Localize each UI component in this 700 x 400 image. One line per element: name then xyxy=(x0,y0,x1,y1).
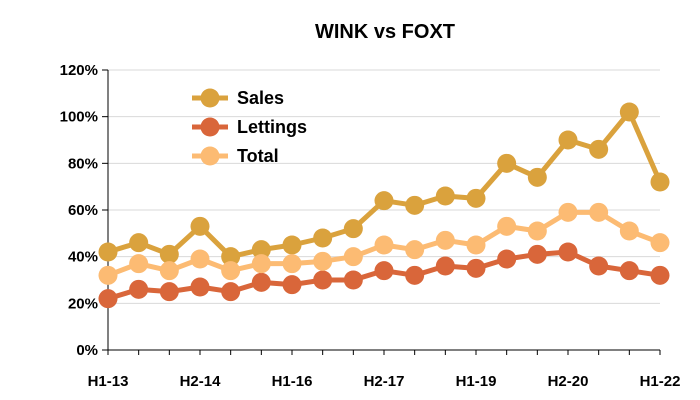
legend-label: Total xyxy=(237,146,279,166)
x-tick-label: H1-16 xyxy=(272,373,313,390)
data-point xyxy=(558,130,578,150)
data-point xyxy=(313,270,333,290)
data-point xyxy=(589,256,609,276)
data-point xyxy=(190,216,210,236)
legend-item-total: Total xyxy=(192,146,279,166)
data-point xyxy=(497,249,517,269)
legend-item-sales: Sales xyxy=(192,88,284,108)
data-point xyxy=(251,240,271,260)
data-point xyxy=(221,247,241,267)
x-tick-label: H1-13 xyxy=(88,373,129,390)
data-point xyxy=(313,228,333,248)
y-tick-label: 60% xyxy=(68,202,98,219)
data-point xyxy=(650,172,670,192)
data-point xyxy=(282,275,302,295)
data-point xyxy=(650,233,670,253)
legend-marker xyxy=(200,146,220,166)
data-point xyxy=(558,202,578,222)
data-point xyxy=(650,265,670,285)
data-point xyxy=(98,242,118,262)
legend-item-lettings: Lettings xyxy=(192,117,307,137)
data-point xyxy=(190,277,210,297)
data-point xyxy=(221,261,241,281)
data-point xyxy=(466,235,486,255)
x-tick-label: H2-17 xyxy=(364,373,405,390)
data-point xyxy=(527,244,547,264)
x-tick-label: H1-22 xyxy=(640,373,681,390)
data-point xyxy=(282,254,302,274)
data-point xyxy=(374,235,394,255)
data-point xyxy=(497,153,517,173)
x-tick-label: H1-19 xyxy=(456,373,497,390)
data-point xyxy=(190,249,210,269)
series-sales xyxy=(98,102,670,267)
data-point xyxy=(558,242,578,262)
data-point xyxy=(466,188,486,208)
data-point xyxy=(619,261,639,281)
data-point xyxy=(405,265,425,285)
data-point xyxy=(221,282,241,302)
data-point xyxy=(497,216,517,236)
data-point xyxy=(251,272,271,292)
legend-marker xyxy=(200,117,220,137)
data-point xyxy=(129,233,149,253)
y-tick-label: 20% xyxy=(68,295,98,312)
y-tick-label: 120% xyxy=(60,62,98,79)
data-point xyxy=(98,265,118,285)
legend-marker xyxy=(200,88,220,108)
data-point xyxy=(527,221,547,241)
data-point xyxy=(251,254,271,274)
legend-label: Sales xyxy=(237,88,284,108)
series-line xyxy=(107,109,663,260)
data-point xyxy=(343,219,363,239)
data-point xyxy=(343,270,363,290)
legend-label: Lettings xyxy=(237,117,307,137)
data-point xyxy=(466,258,486,278)
data-point xyxy=(343,247,363,267)
x-tick-label: H2-20 xyxy=(548,373,589,390)
series-lettings xyxy=(98,242,670,309)
y-tick-label: 40% xyxy=(68,249,98,266)
y-tick-label: 0% xyxy=(76,342,98,359)
data-point xyxy=(589,139,609,159)
x-tick-label: H2-14 xyxy=(180,373,222,390)
data-point xyxy=(435,186,455,206)
data-point xyxy=(313,251,333,271)
data-point xyxy=(282,235,302,255)
data-point xyxy=(98,289,118,309)
data-point xyxy=(159,244,179,264)
data-point xyxy=(405,195,425,215)
data-point xyxy=(129,254,149,274)
data-point xyxy=(374,261,394,281)
data-point xyxy=(527,167,547,187)
chart-title: WINK vs FOXT xyxy=(315,21,455,43)
data-point xyxy=(435,230,455,250)
y-tick-label: 100% xyxy=(60,109,98,126)
data-point xyxy=(619,102,639,122)
axes: 0% 20% 40% 60% 80% 100% 120% H1-13 H2-14 H1-16 H2-… xyxy=(60,62,681,390)
data-point xyxy=(374,191,394,211)
legend: Sales Lettings Total xyxy=(192,88,307,166)
data-point xyxy=(589,202,609,222)
series-total xyxy=(98,202,670,285)
data-point xyxy=(129,279,149,299)
data-point xyxy=(405,240,425,260)
series-group xyxy=(98,102,670,309)
data-point xyxy=(159,261,179,281)
data-point xyxy=(159,282,179,302)
data-point xyxy=(435,256,455,276)
y-tick-label: 80% xyxy=(68,155,98,172)
data-point xyxy=(619,221,639,241)
